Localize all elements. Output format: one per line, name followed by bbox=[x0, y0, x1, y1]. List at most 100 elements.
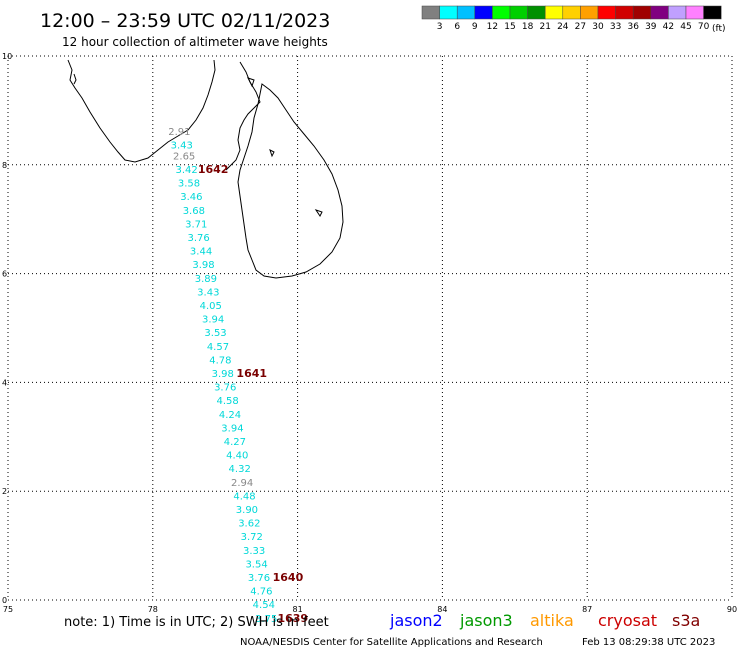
wave-height-reading: 3.76 bbox=[214, 383, 236, 394]
wave-height-reading: 2.94 bbox=[231, 478, 253, 489]
wave-height-reading: 3.94 bbox=[221, 423, 243, 434]
color-scale-swatch bbox=[544, 5, 564, 20]
lat-lon-grid bbox=[7, 55, 733, 601]
lat-tick-label: 10 bbox=[2, 52, 12, 61]
lon-tick-label: 81 bbox=[293, 605, 303, 614]
color-scale-swatch bbox=[615, 5, 634, 20]
color-scale-tick: 21 bbox=[539, 22, 550, 32]
color-scale-swatch bbox=[597, 5, 616, 20]
wave-height-reading: 3.98 bbox=[212, 369, 234, 380]
color-scale-tick: 42 bbox=[663, 22, 674, 32]
color-scale-swatch bbox=[492, 5, 511, 20]
island-fragment bbox=[269, 149, 275, 158]
pass-time-marker: 1641 bbox=[236, 367, 267, 380]
color-scale-tick: 30 bbox=[592, 22, 604, 32]
lon-tick-label: 87 bbox=[582, 605, 592, 614]
lon-tick-label: 78 bbox=[148, 605, 158, 614]
legend-entry-jason2: jason2 bbox=[389, 611, 443, 630]
color-scale-swatch bbox=[632, 5, 652, 20]
color-scale-tick: 27 bbox=[575, 22, 586, 32]
wave-height-reading: 4.32 bbox=[229, 464, 251, 475]
color-scale-tick: 18 bbox=[522, 22, 534, 32]
map-subtitle: 12 hour collection of altimeter wave hei… bbox=[62, 35, 328, 49]
color-scale-tick: 15 bbox=[504, 22, 515, 32]
wave-height-reading: 3.43 bbox=[171, 140, 193, 151]
color-scale-tick: 33 bbox=[610, 22, 621, 32]
wave-height-reading: 3.72 bbox=[241, 532, 263, 543]
wave-height-reading: 4.58 bbox=[216, 396, 238, 407]
color-scale-swatch bbox=[703, 5, 722, 20]
wave-height-reading: 4.78 bbox=[209, 355, 231, 366]
color-scale: 3 6 9 12 15 18 21 24 27 30 33 36 39 42 45 70 bbox=[421, 5, 722, 32]
color-scale-swatch bbox=[421, 5, 440, 20]
wave-height-reading: 3.44 bbox=[190, 247, 212, 258]
legend-entry-s3a: s3a bbox=[672, 611, 700, 630]
wave-height-reading: 3.62 bbox=[238, 519, 260, 530]
wave-height-reading: 3.54 bbox=[245, 559, 267, 570]
color-scale-swatch bbox=[527, 5, 546, 20]
color-scale-unit: (ft) bbox=[712, 24, 726, 34]
color-scale-tick: 70 bbox=[698, 22, 710, 32]
wave-height-reading: 4.54 bbox=[253, 600, 275, 611]
wave-height-reading: 3.43 bbox=[197, 287, 219, 298]
wave-height-reading: 3.94 bbox=[202, 315, 224, 326]
legend-entry-jason3: jason3 bbox=[459, 611, 513, 630]
coastlines bbox=[67, 59, 344, 279]
color-scale-tick: 24 bbox=[557, 22, 569, 32]
lat-tick-label: 2 bbox=[2, 487, 7, 496]
wave-height-reading: 3.76 bbox=[188, 233, 210, 244]
wave-height-reading: 3.42 bbox=[175, 165, 197, 176]
color-scale-swatch bbox=[509, 5, 528, 20]
wave-height-reading: 3.46 bbox=[180, 192, 202, 203]
india-coastline bbox=[67, 59, 216, 163]
lon-tick-label: 75 bbox=[3, 605, 13, 614]
footer-note: note: 1) Time is in UTC; 2) SWH is in fe… bbox=[64, 615, 329, 630]
color-scale-tick: 6 bbox=[454, 22, 460, 32]
lat-tick-label: 0 bbox=[2, 596, 7, 605]
island-fragment bbox=[314, 209, 323, 217]
color-scale-swatch bbox=[685, 5, 704, 20]
island-fragment bbox=[247, 77, 255, 88]
lon-tick-label: 84 bbox=[437, 605, 447, 614]
wave-height-reading: 3.76 bbox=[248, 573, 270, 584]
wave-height-reading: 2.91 bbox=[168, 127, 190, 138]
color-scale-tick: 45 bbox=[680, 22, 691, 32]
satellite-legend: jason2 jason3 altika cryosat s3a bbox=[389, 611, 700, 630]
wave-height-reading: 3.53 bbox=[204, 328, 226, 339]
color-scale-swatch bbox=[580, 5, 599, 20]
wave-height-reading: 3.33 bbox=[243, 546, 265, 557]
wave-height-reading: 3.71 bbox=[185, 219, 207, 230]
footer-timestamp: Feb 13 08:29:38 UTC 2023 bbox=[582, 637, 715, 648]
axis-tick-labels: 75 78 81 84 87 90 0 2 4 6 8 10 bbox=[2, 52, 737, 614]
wave-height-reading: 4.76 bbox=[250, 587, 272, 598]
wave-height-reading: 4.05 bbox=[200, 301, 222, 312]
pass-time-marker: 1642 bbox=[198, 163, 229, 176]
color-scale-tick: 3 bbox=[437, 22, 443, 32]
wave-height-reading: 3.58 bbox=[178, 179, 200, 190]
pass-time-marker: 1640 bbox=[273, 571, 304, 584]
wave-height-reading: 3.90 bbox=[236, 505, 258, 516]
color-scale-swatch bbox=[456, 5, 476, 20]
color-scale-swatch bbox=[474, 5, 493, 20]
wave-height-reading: 4.24 bbox=[219, 410, 241, 421]
color-scale-tick: 36 bbox=[627, 22, 639, 32]
wave-height-reading: 4.27 bbox=[224, 437, 246, 448]
color-scale-tick: 12 bbox=[487, 22, 498, 32]
wave-height-reading: 2.65 bbox=[173, 151, 195, 162]
legend-entry-cryosat: cryosat bbox=[598, 611, 657, 630]
footer-credit: NOAA/NESDIS Center for Satellite Applica… bbox=[240, 637, 543, 648]
wave-height-reading: 3.98 bbox=[192, 260, 214, 271]
altimeter-track: 2.913.432.653.423.583.463.683.713.763.44… bbox=[168, 127, 308, 625]
color-scale-tick: 39 bbox=[645, 22, 657, 32]
pass-time-marker: 1639 bbox=[277, 612, 308, 625]
color-scale-swatch bbox=[439, 5, 458, 20]
map-title: 12:00 – 23:59 UTC 02/11/2023 bbox=[40, 10, 330, 32]
wave-height-reading: 3.89 bbox=[195, 274, 217, 285]
sri-lanka-coastline bbox=[237, 83, 344, 279]
wave-height-reading: 4.40 bbox=[226, 451, 248, 462]
color-scale-swatch bbox=[668, 5, 687, 20]
lat-tick-label: 4 bbox=[2, 378, 7, 387]
wave-height-reading: 3.68 bbox=[183, 206, 205, 217]
lat-tick-label: 6 bbox=[2, 270, 7, 279]
